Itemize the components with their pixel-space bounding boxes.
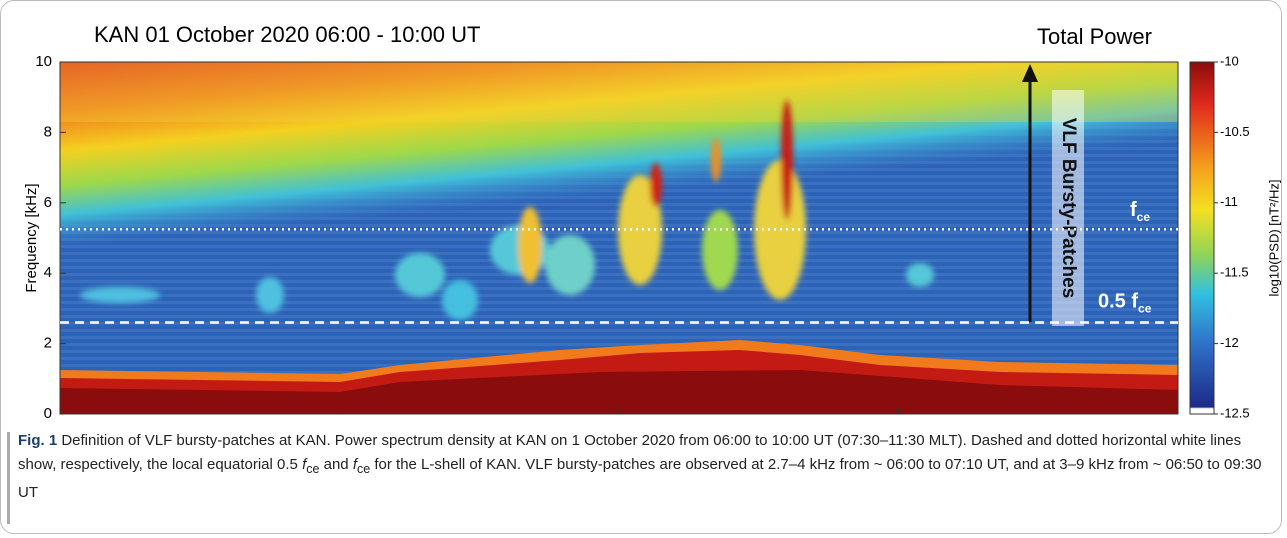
colorbar-tick-label: -12 <box>1220 335 1239 350</box>
x-tick-label: 07:00 <box>314 428 364 430</box>
y-tick-label: 4 <box>44 264 52 281</box>
symbol: f <box>352 455 357 473</box>
y-tick-label: 0 <box>44 405 52 422</box>
chart: KAN 01 October 2020 06:00 - 10:00 UT Tot… <box>23 22 1281 430</box>
fce-symbol: f <box>1130 199 1137 221</box>
caption-text: Definition of VLF bursty-patches at KAN.… <box>18 432 1242 473</box>
caption-bar <box>7 432 10 524</box>
figure-label: Fig. 1 <box>18 432 58 449</box>
arrowhead <box>1022 64 1038 82</box>
y-tick-label: 2 <box>44 335 52 352</box>
fce-subscript: ce <box>1137 210 1151 224</box>
half-fce-label: 0.5 fce <box>1098 291 1152 316</box>
subscript: ce <box>306 461 320 476</box>
colorbar-label: log10(PSD) [nT²/Hz] <box>1266 179 1281 296</box>
y-tick-label: 6 <box>44 194 52 211</box>
half-fce-subscript: ce <box>1138 302 1152 316</box>
colorbar <box>1189 61 1215 415</box>
half-fce-symbol: 0.5 f <box>1098 291 1138 313</box>
subscript: ce <box>356 461 371 476</box>
caption-text: for the L-shell of KAN. VLF bursty-patch… <box>18 455 1262 502</box>
arrow-label-box <box>1052 90 1084 326</box>
x-tick-label: 09:00 <box>873 428 923 430</box>
panel-label: Total Power <box>1037 24 1152 49</box>
symbol: f <box>302 455 307 473</box>
x-tick-label: 06:00 <box>35 428 85 430</box>
spectrogram <box>60 62 1178 414</box>
colorbar-tick-label: -12.5 <box>1220 405 1250 420</box>
x-tick-label: 10:00 <box>1153 428 1203 430</box>
colorbar-tick-label: -11.5 <box>1220 265 1249 280</box>
colorbar-tick-label: -10 <box>1220 53 1239 68</box>
x-unit: UT <box>1208 428 1235 430</box>
arrow-label: VLF Bursty-Patches <box>1058 118 1079 299</box>
y-tick-label: 8 <box>44 123 52 140</box>
fce-label: fce <box>1130 199 1150 224</box>
chart-title: KAN 01 October 2020 06:00 - 10:00 UT <box>94 22 480 47</box>
y-axis-label: Frequency [kHz] <box>23 183 40 292</box>
caption: Fig. 1 Definition of VLF bursty-patches … <box>18 429 1273 505</box>
y-tick-label: 10 <box>35 53 52 70</box>
colorbar-tick-label: -11 <box>1220 194 1238 209</box>
caption-text: and <box>319 455 353 473</box>
x-tick-label: 08:00 <box>594 428 644 430</box>
colorbar-tick-label: -10.5 <box>1220 124 1250 139</box>
